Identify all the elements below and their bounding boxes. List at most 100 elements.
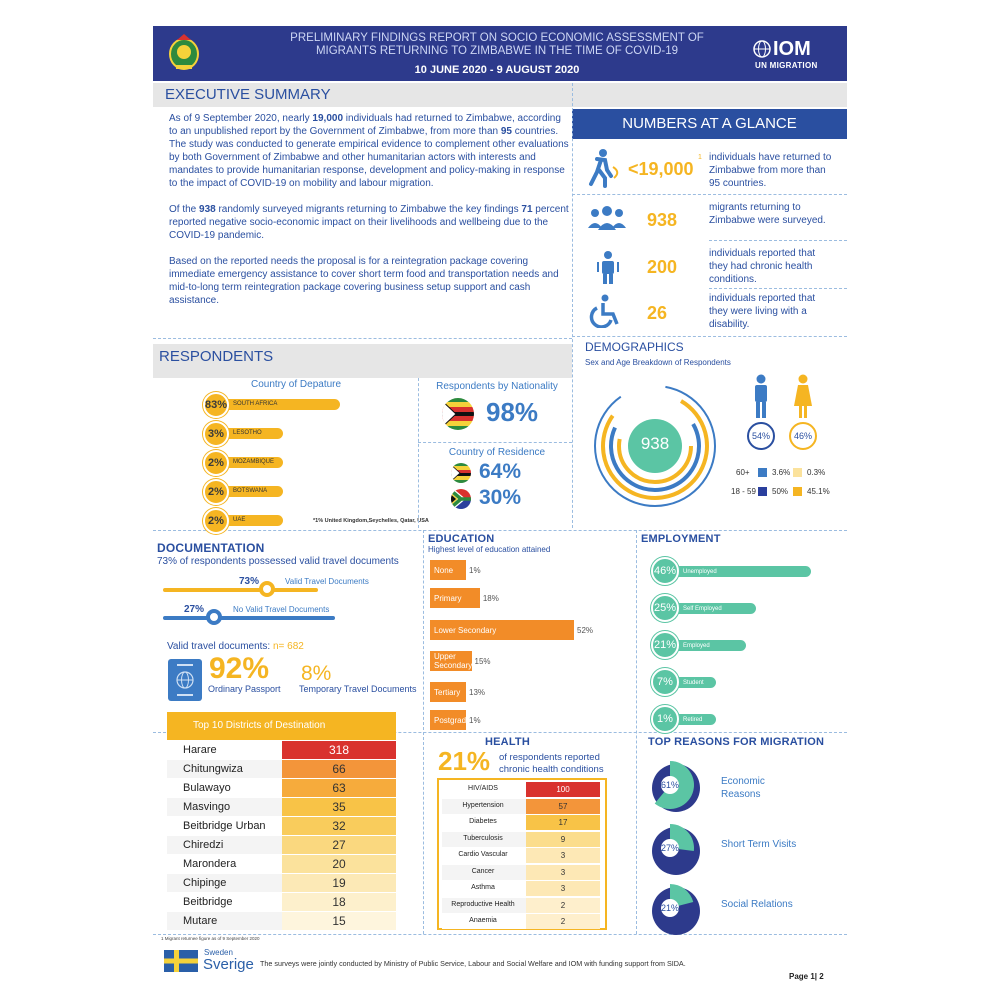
education-bar: Primary	[430, 588, 480, 608]
district-row: Marondera 20	[167, 855, 396, 873]
employment-label: Employed	[683, 642, 710, 649]
iom-logo-text: IOM	[773, 38, 811, 60]
departure-country: BOTSWANA	[233, 488, 268, 494]
passport-pct: 92%	[209, 652, 270, 685]
reason-pct: 61%	[660, 780, 679, 790]
iom-logo: IOM UN MIGRATION	[753, 38, 843, 74]
education-bar: Upper Secondary	[430, 651, 472, 671]
demographics-rings	[593, 371, 723, 526]
residence-pct-zimbabwe: 64%	[479, 460, 522, 483]
employment-bar: Employed	[661, 640, 746, 651]
glance-title-band	[572, 109, 847, 139]
departure-country: UAE	[233, 517, 246, 523]
valid-docs-track	[163, 588, 318, 592]
exec-paragraph-1: As of 9 September 2020, nearly 19,000 in…	[169, 113, 569, 189]
health-pct: 21%	[438, 746, 491, 776]
employment-label: Retired	[683, 716, 703, 723]
district-row: Bulawayo 63	[167, 779, 396, 797]
residence-title: Country of Residence	[448, 447, 546, 458]
district-row: Beitbridge Urban 32	[167, 817, 396, 835]
employment-title: EMPLOYMENT	[641, 533, 721, 545]
health-value: 2	[526, 914, 600, 929]
demographics-title: DEMOGRAPHICS	[585, 340, 684, 354]
health-value: 9	[526, 831, 600, 847]
glance-text-3: individuals reported that they had chron…	[709, 248, 816, 285]
health-row: Cardio Vascular 3	[442, 848, 600, 863]
district-name: Masvingo	[183, 801, 231, 813]
health-row: Anaemia 2	[442, 914, 600, 929]
demo-row-60-male: 3.6%	[772, 468, 791, 477]
demo-row-18-female-swatch	[793, 487, 802, 496]
passport-label: Ordinary Passport	[208, 684, 281, 694]
health-condition: Diabetes	[469, 818, 497, 825]
education-bar: Tertiary	[430, 682, 466, 702]
health-value: 100	[526, 782, 600, 797]
health-value: 57	[526, 798, 600, 814]
glance-value-1: <19,000	[628, 159, 694, 179]
employment-pct: 1%	[651, 705, 679, 733]
employment-bar: Self Employed	[661, 603, 757, 614]
education-bar-label: Lower Secondary	[434, 625, 497, 635]
page-number: Page 1| 2	[789, 972, 824, 981]
education-bar: Postgraduate	[430, 710, 482, 730]
exec-summary-text: As of 9 September 2020, nearly 19,000 in…	[169, 112, 569, 307]
health-condition: Hypertension	[462, 801, 504, 809]
reason-donut-hole	[661, 899, 679, 917]
health-condition: Cardio Vascular	[458, 851, 508, 858]
reason-donut	[652, 884, 700, 935]
district-value: 18	[282, 893, 396, 911]
reason-pct: 27%	[660, 843, 679, 853]
exec-paragraph-3: Based on the reported needs the proposal…	[169, 256, 559, 306]
district-name: Marondera	[183, 858, 237, 870]
iom-globe-icon	[753, 40, 771, 58]
district-value: 15	[282, 912, 396, 930]
demo-row-18-male-swatch	[758, 487, 767, 496]
valid-docs-marker	[259, 581, 275, 597]
respondents-title: RESPONDENTS	[159, 348, 274, 365]
health-condition: Anaemia	[469, 917, 497, 924]
demo-row-18-male: 50%	[772, 487, 789, 496]
glance-value-4: 26	[647, 303, 668, 323]
female-icon	[793, 374, 813, 425]
departure-bar	[215, 399, 340, 410]
invalid-docs-marker	[206, 609, 222, 625]
iom-tagline: UN MIGRATION	[755, 61, 818, 70]
district-row: Beitbridge 18	[167, 893, 396, 911]
reason-label: Social Relations	[721, 899, 793, 910]
education-bar-label: Postgraduate	[434, 715, 482, 725]
infographic-page: PRELIMINARY FINDINGS REPORT ON SOCIO ECO…	[153, 26, 847, 981]
demo-row-60-female-swatch	[793, 468, 802, 477]
district-row: Masvingo 35	[167, 798, 396, 816]
male-pct-badge: 54%	[747, 422, 775, 450]
employment-pct: 7%	[651, 668, 679, 696]
reason-donut	[652, 761, 700, 812]
health-value: 17	[526, 815, 600, 830]
departure-pct: 3%	[203, 421, 229, 447]
valid-docs-label: Valid Travel Documents	[285, 577, 369, 586]
group-icon	[585, 206, 629, 237]
district-name: Harare	[183, 744, 217, 756]
health-row: Asthma 3	[442, 881, 600, 896]
district-row: Chitungwiza 66	[167, 760, 396, 778]
reason-label: Short Term Visits	[721, 839, 797, 850]
district-name: Chitungwiza	[183, 763, 243, 775]
reason-pct: 21%	[660, 903, 679, 913]
nationality-pct: 98%	[486, 397, 539, 427]
education-bar-value: 15%	[474, 657, 491, 666]
employment-label: Unemployed	[683, 568, 717, 575]
education-bar-label: None	[434, 565, 454, 575]
glance-footnote-marker: 1	[698, 154, 702, 161]
demo-row-18-female: 45.1%	[807, 487, 830, 496]
employment-pct: 46%	[651, 557, 679, 585]
zimbabwe-flag-small-icon	[448, 462, 474, 489]
employment-bar: Unemployed	[661, 566, 811, 577]
employment-pct: 25%	[651, 594, 679, 622]
education-bar-value: 1%	[469, 716, 481, 725]
district-name: Chiredzi	[183, 839, 224, 851]
departure-pct: 83%	[203, 392, 229, 418]
exec-summary-band	[153, 83, 847, 107]
glance-title: NUMBERS AT A GLANCE	[622, 115, 797, 132]
header-dates: 10 JUNE 2020 - 9 AUGUST 2020	[414, 64, 580, 76]
health-table-border	[437, 778, 607, 930]
nationality-title: Respondents by Nationality	[436, 381, 558, 392]
